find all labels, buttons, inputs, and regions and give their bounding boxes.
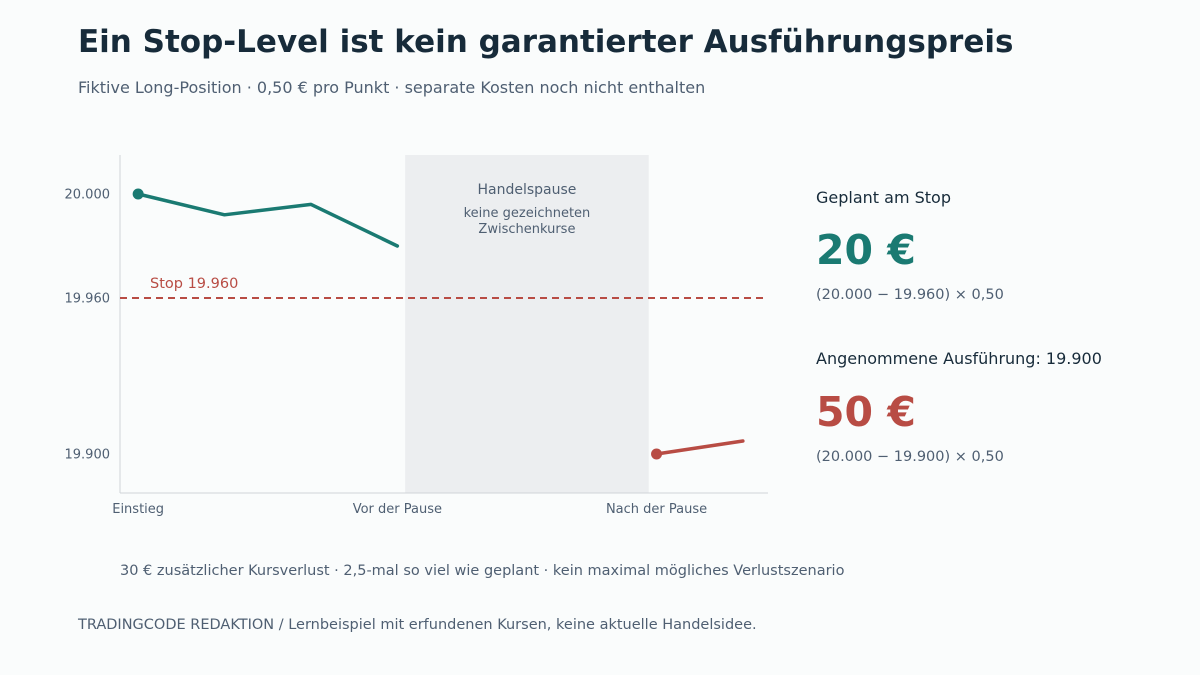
series-point-1 (651, 448, 663, 460)
series-point-0 (132, 188, 144, 200)
planned-formula: (20.000 − 19.960) × 0,50 (816, 287, 1004, 303)
page-subtitle: Fiktive Long-Position · 0,50 € pro Punkt… (78, 78, 706, 97)
page-title: Ein Stop-Level ist kein garantierter Aus… (78, 24, 1014, 60)
pause-band (405, 155, 649, 493)
executed-formula: (20.000 − 19.900) × 0,50 (816, 449, 1004, 465)
executed-value: 50 € (816, 388, 916, 436)
x-tick-label: Nach der Pause (606, 502, 707, 517)
planned-label: Geplant am Stop (816, 188, 951, 207)
executed-label: Angenommene Ausführung: 19.900 (816, 349, 1102, 368)
series-line-0 (136, 192, 400, 248)
footnote: 30 € zusätzlicher Kursverlust · 2,5-mal … (120, 563, 845, 579)
source-line: TRADINGCODE REDAKTION / Lernbeispiel mit… (78, 617, 757, 633)
x-tick-label: Einstieg (112, 502, 164, 517)
pause-title: Handelspause (477, 182, 576, 198)
y-tick-label: 19.900 (65, 448, 111, 463)
stop-label: Stop 19.960 (150, 276, 238, 292)
pause-note-line2: Zwischenkurse (478, 222, 575, 237)
y-tick-label: 19.960 (65, 292, 111, 307)
series-line-1 (654, 439, 745, 456)
pause-note-line1: keine gezeichneten (464, 206, 591, 221)
y-tick-label: 20.000 (65, 188, 111, 203)
planned-value: 20 € (816, 226, 916, 274)
x-tick-label: Vor der Pause (353, 502, 442, 517)
